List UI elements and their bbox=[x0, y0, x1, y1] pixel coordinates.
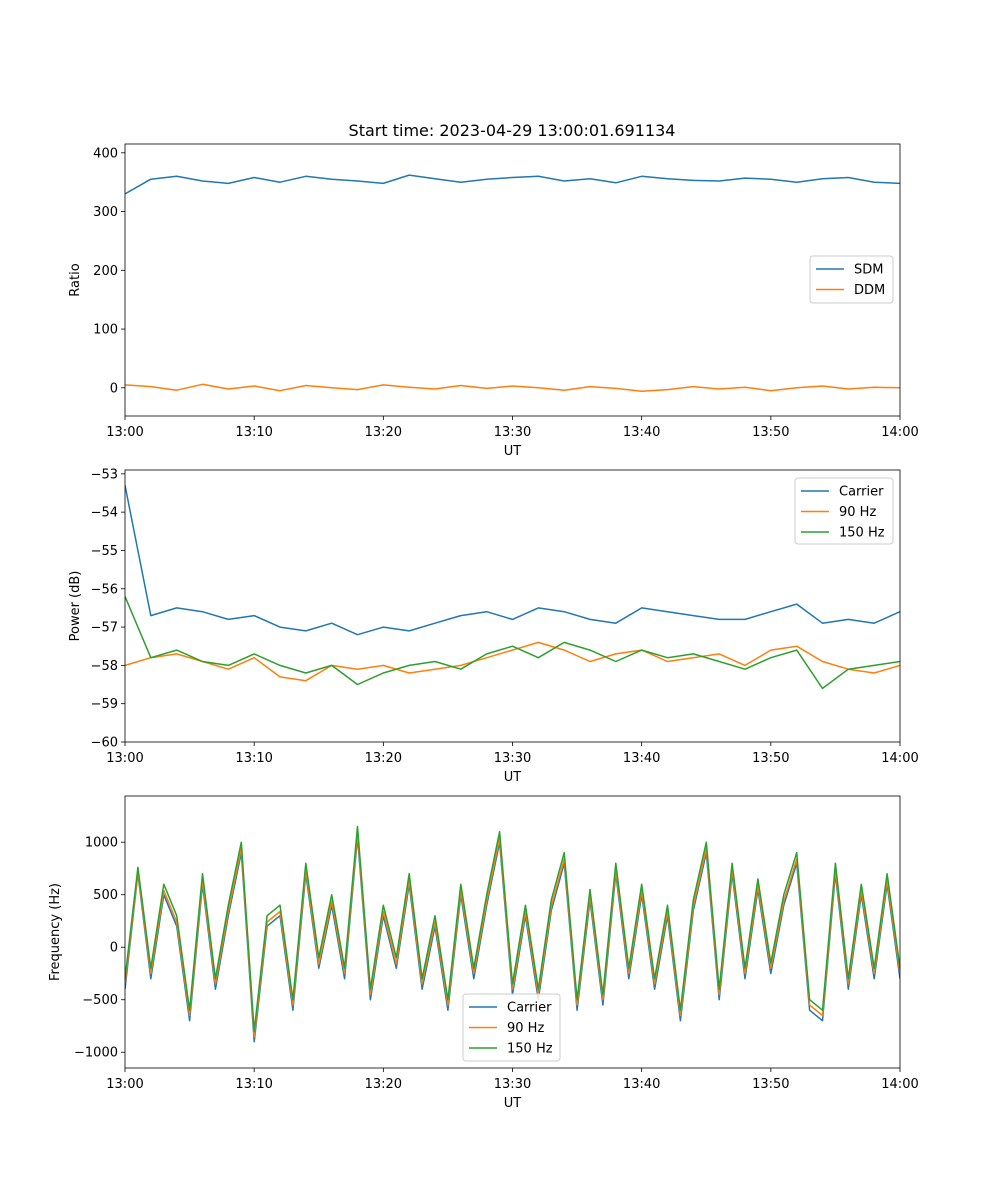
y-axis-label: Power (dB) bbox=[68, 571, 83, 642]
series-line-sdm bbox=[125, 174, 900, 195]
chart-panel-2: 13:00 13:10 13:20 13:30 13:40 13:50 14:00 −53 −5… bbox=[68, 467, 919, 785]
axes-frame bbox=[124, 469, 901, 743]
y-tick-label: −58 bbox=[91, 659, 118, 674]
x-tick-label: 14:00 bbox=[881, 751, 918, 766]
x-tick-label: 13:40 bbox=[623, 751, 660, 766]
legend-label: 90 Hz bbox=[839, 505, 876, 520]
y-tick-label: −500 bbox=[82, 993, 118, 1008]
y-tick-label: −60 bbox=[91, 736, 118, 751]
x-tick-label: 13:00 bbox=[106, 751, 143, 766]
x-tick-label: 13:30 bbox=[494, 425, 531, 440]
figure-title: Start time: 2023-04-29 13:00:01.691134 bbox=[349, 121, 676, 140]
y-tick-label: 400 bbox=[93, 146, 118, 161]
x-tick-label: 13:20 bbox=[365, 425, 402, 440]
legend-box bbox=[794, 477, 894, 545]
x-tick-label: 13:40 bbox=[623, 425, 660, 440]
y-tick-label: −56 bbox=[91, 582, 118, 597]
legend-label: 150 Hz bbox=[507, 1042, 553, 1057]
series-line-90-hz bbox=[125, 832, 900, 1038]
x-tick-label: 14:00 bbox=[881, 1077, 918, 1092]
legend-label: Carrier bbox=[839, 485, 884, 500]
chart-panel-1: 13:00 13:10 13:20 13:30 13:40 13:50 14:00 400 30… bbox=[68, 143, 919, 459]
y-tick-label: −57 bbox=[91, 621, 118, 636]
x-tick-label: 13:30 bbox=[494, 751, 531, 766]
series-line-150-hz bbox=[125, 596, 900, 690]
y-tick-label: 300 bbox=[93, 205, 118, 220]
legend-box bbox=[462, 993, 561, 1062]
y-tick-label: −1000 bbox=[74, 1046, 118, 1061]
x-tick-label: 13:00 bbox=[106, 425, 143, 440]
legend: Carrier 90 Hz 150 Hz bbox=[462, 993, 561, 1062]
x-tick-label: 13:20 bbox=[365, 1077, 402, 1092]
y-tick-label: 0 bbox=[110, 381, 118, 396]
x-tick-label: 13:40 bbox=[623, 1077, 660, 1092]
series-line-carrier bbox=[125, 485, 900, 636]
x-axis-label: UT bbox=[504, 770, 522, 785]
y-tick-label: 0 bbox=[110, 941, 118, 956]
x-tick-label: 13:10 bbox=[235, 751, 272, 766]
legend: SDM DDM bbox=[809, 255, 894, 304]
y-tick-label: 100 bbox=[93, 323, 118, 338]
x-axis-label: UT bbox=[504, 1096, 522, 1111]
legend: Carrier 90 Hz 150 Hz bbox=[794, 477, 894, 545]
x-tick-label: 13:00 bbox=[106, 1077, 143, 1092]
x-axis-label: UT bbox=[504, 444, 522, 459]
x-tick-label: 13:30 bbox=[494, 1077, 531, 1092]
y-tick-label: −55 bbox=[91, 544, 118, 559]
series-line-150-hz bbox=[125, 825, 900, 1032]
chart-panel-3: 13:00 13:10 13:20 13:30 13:40 13:50 14:00 1000 5… bbox=[48, 795, 919, 1111]
chart-panels: 13:00 13:10 13:20 13:30 13:40 13:50 14:00 400 30… bbox=[48, 143, 919, 1111]
x-tick-label: 13:50 bbox=[752, 751, 789, 766]
x-tick-label: 13:10 bbox=[235, 425, 272, 440]
y-tick-label: −54 bbox=[91, 506, 118, 521]
y-tick-label: 200 bbox=[93, 264, 118, 279]
x-tick-label: 13:50 bbox=[752, 1077, 789, 1092]
y-tick-label: 1000 bbox=[85, 836, 118, 851]
legend-box bbox=[809, 255, 894, 304]
legend-label: 150 Hz bbox=[839, 526, 885, 541]
x-tick-label: 13:10 bbox=[235, 1077, 272, 1092]
legend-label: SDM bbox=[854, 263, 883, 278]
x-tick-label: 14:00 bbox=[881, 425, 918, 440]
y-tick-label: −59 bbox=[91, 697, 118, 712]
axes-frame bbox=[124, 143, 901, 417]
x-tick-label: 13:50 bbox=[752, 425, 789, 440]
y-tick-label: −53 bbox=[91, 467, 118, 482]
x-tick-label: 13:20 bbox=[365, 751, 402, 766]
y-tick-label: 500 bbox=[93, 888, 118, 903]
legend-label: DDM bbox=[854, 283, 885, 298]
legend-label: Carrier bbox=[507, 1001, 552, 1016]
series-line-ddm bbox=[125, 383, 900, 393]
y-axis-label: Ratio bbox=[68, 263, 83, 296]
legend-label: 90 Hz bbox=[507, 1021, 544, 1036]
series-line-90-hz bbox=[125, 641, 900, 682]
y-axis-label: Frequency (Hz) bbox=[48, 883, 63, 981]
